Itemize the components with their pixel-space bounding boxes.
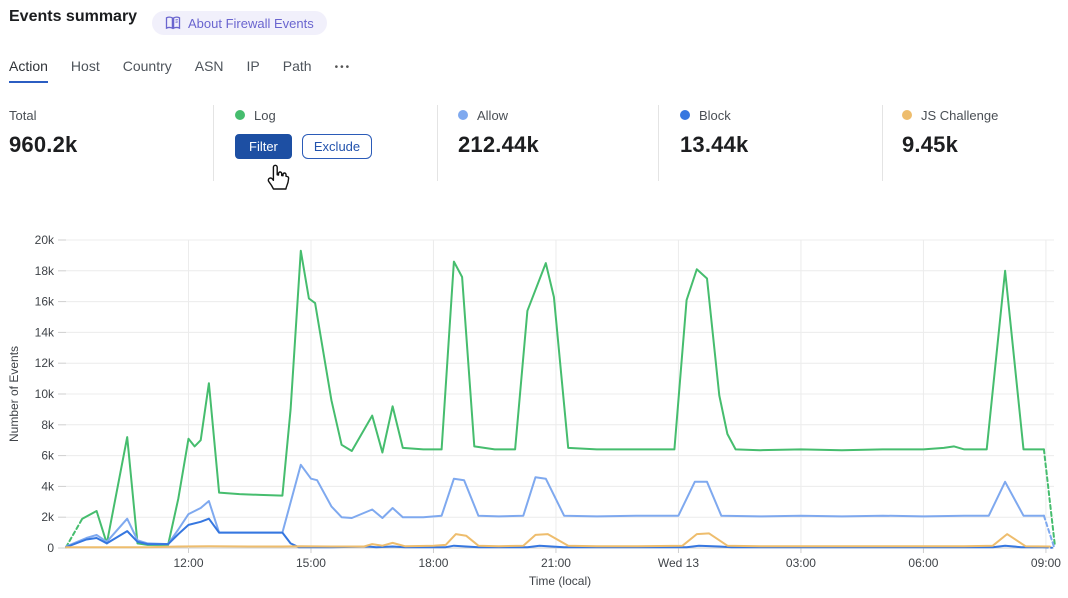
series-allow-dashed-end	[1042, 514, 1056, 549]
y-tick-label: 10k	[35, 387, 55, 401]
stats-row: Total 960.2k Log Filter Exclude Allow 21…	[0, 103, 1068, 190]
tab-action[interactable]: Action	[9, 58, 48, 83]
stat-allow-value: 212.44k	[458, 132, 539, 157]
tab-ip[interactable]: IP	[246, 58, 260, 74]
stat-block: Block 13.44k	[680, 107, 749, 158]
page-title: Events summary	[9, 8, 138, 25]
log-dot-icon	[235, 110, 245, 120]
y-axis-title: Number of Events	[7, 346, 21, 442]
x-tick-label: 06:00	[908, 556, 938, 570]
y-tick-label: 20k	[35, 233, 55, 247]
x-tick-label: Wed 13	[658, 556, 699, 570]
x-tick-label: 12:00	[173, 556, 203, 570]
allow-dot-icon	[458, 110, 468, 120]
x-axis-title: Time (local)	[529, 574, 591, 588]
x-tick-label: 15:00	[296, 556, 326, 570]
stat-js-challenge-label: JS Challenge	[921, 107, 999, 123]
series-log-dashed-end	[1042, 448, 1056, 547]
stat-allow-label: Allow	[477, 107, 509, 123]
y-tick-label: 18k	[35, 264, 55, 278]
block-dot-icon	[680, 110, 690, 120]
y-tick-label: 4k	[41, 479, 55, 493]
filter-button[interactable]: Filter	[235, 134, 292, 159]
tab-host[interactable]: Host	[70, 58, 100, 74]
stat-block-value: 13.44k	[680, 132, 749, 157]
stat-allow: Allow 212.44k	[458, 107, 539, 158]
y-tick-label: 14k	[35, 325, 55, 339]
series-allow-line	[65, 463, 1045, 548]
x-tick-label: 03:00	[786, 556, 816, 570]
y-tick-label: 16k	[35, 295, 55, 309]
y-tick-label: 2k	[41, 510, 55, 524]
tabs-more-button[interactable]: •••	[334, 62, 352, 73]
stat-divider	[213, 105, 214, 181]
series-log-line	[81, 249, 1045, 546]
y-tick-label: 12k	[35, 356, 55, 370]
stat-js-challenge-value: 9.45k	[902, 132, 959, 157]
stat-divider	[882, 105, 883, 181]
y-tick-label: 8k	[41, 418, 55, 432]
stat-block-label: Block	[699, 107, 731, 123]
stat-log-label: Log	[254, 107, 276, 123]
stat-total-label: Total	[9, 107, 37, 123]
tab-path[interactable]: Path	[282, 58, 312, 74]
y-tick-label: 6k	[41, 449, 55, 463]
series-log-dashed-start	[65, 517, 84, 549]
x-tick-label: 21:00	[541, 556, 571, 570]
stat-divider	[658, 105, 659, 181]
x-tick-label: 18:00	[418, 556, 448, 570]
stat-log: Log Filter Exclude	[235, 107, 373, 190]
series-block-line	[65, 517, 1045, 549]
stat-total-value: 960.2k	[9, 132, 78, 157]
firewall-events-time-series-chart: 0 2k 4k 6k 8k 10k 12k 14k 16k 18k 20k 12:00 15:00 18:…	[7, 233, 1061, 588]
y-tick-label: 0	[47, 541, 54, 555]
stat-total: Total 960.2k	[9, 107, 78, 158]
tab-country[interactable]: Country	[122, 58, 172, 74]
x-tick-label: 09:00	[1031, 556, 1061, 570]
facet-tabs: Action Host Country ASN IP Path •••	[9, 58, 351, 83]
exclude-button[interactable]: Exclude	[301, 134, 373, 159]
mouse-cursor-hand-icon	[267, 164, 290, 190]
js-challenge-dot-icon	[902, 110, 912, 120]
stat-divider	[437, 105, 438, 181]
series-js-challenge-line	[65, 532, 1051, 549]
about-firewall-events-link[interactable]: About Firewall Events	[152, 11, 327, 35]
about-link-label: About Firewall Events	[188, 15, 314, 31]
book-icon	[165, 16, 181, 30]
tab-asn[interactable]: ASN	[194, 58, 224, 74]
stat-js-challenge: JS Challenge 9.45k	[902, 107, 998, 158]
